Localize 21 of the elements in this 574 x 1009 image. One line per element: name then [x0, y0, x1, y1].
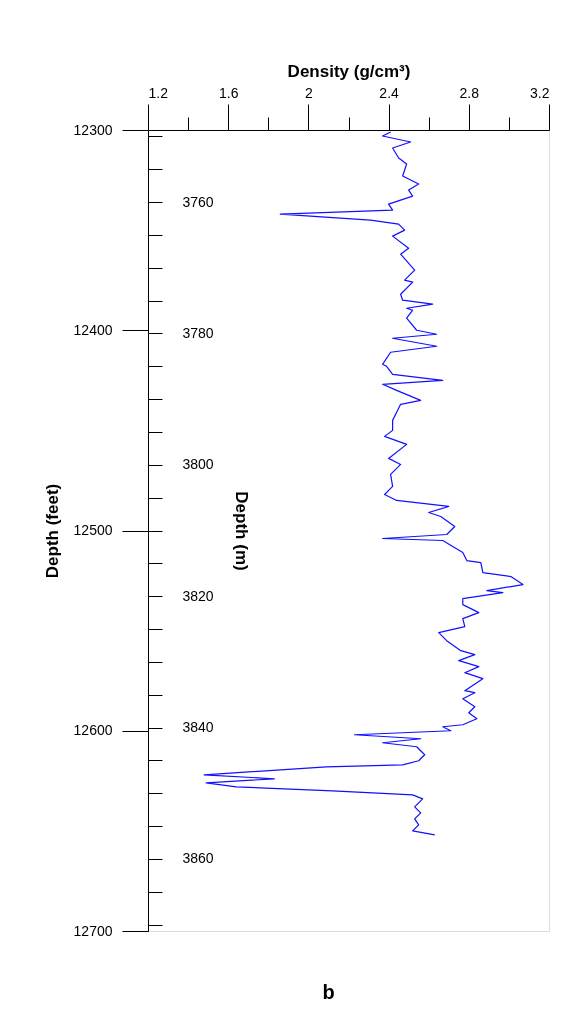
y2-tick-label: 3780: [182, 324, 214, 341]
y-tick-label: 12500: [73, 522, 113, 538]
y2-tick-label: 3860: [182, 850, 214, 867]
y-axis-title: Depth (feet): [42, 483, 62, 579]
y-tick-label: 12600: [73, 722, 113, 739]
x-tick-label: 3.2: [530, 84, 550, 101]
y-tick-label: 12400: [73, 321, 113, 338]
y2-tick-label: 3800: [182, 456, 214, 473]
x-axis-title: Density (g/cm³): [287, 61, 411, 81]
y2-tick-label: 3840: [182, 719, 214, 736]
x-tick-label: 1.6: [218, 84, 239, 101]
y2-axis-title: Depth (m): [231, 491, 251, 571]
text: b: [322, 981, 335, 1003]
y2-tick-label: 3820: [182, 587, 214, 604]
x-tick-label: 1.2: [148, 84, 169, 101]
x-tick-label: 2: [305, 84, 313, 101]
x-tick-label: 2.4: [379, 84, 400, 101]
y-tick-label: 12300: [73, 121, 113, 138]
x-tick-label: 2.8: [459, 84, 480, 101]
y-tick-label: 12700: [73, 922, 113, 939]
y2-tick-label: 3760: [182, 193, 214, 210]
